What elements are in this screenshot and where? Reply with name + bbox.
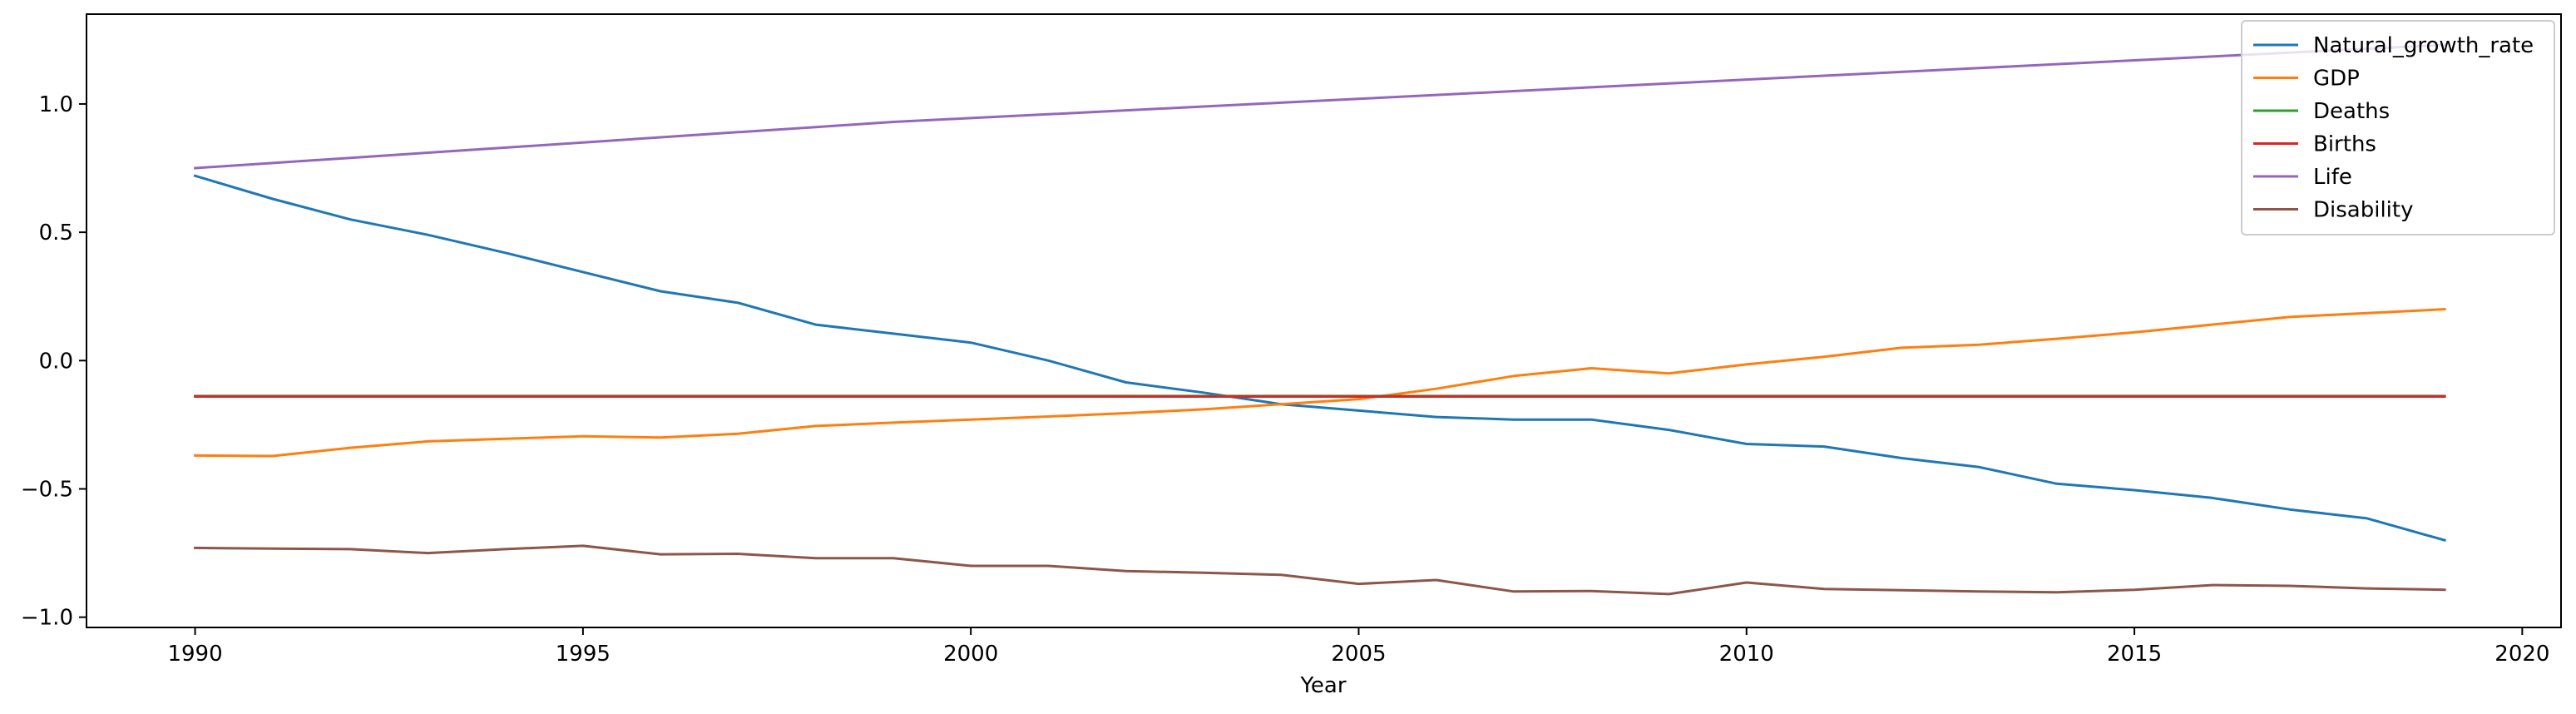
legend-label-disability: Disability bbox=[2313, 198, 2413, 223]
y-tick-label: −0.5 bbox=[21, 477, 73, 502]
y-tick-label: 1.0 bbox=[39, 92, 73, 117]
legend-box bbox=[2241, 20, 2555, 236]
x-tick-label: 2005 bbox=[1331, 642, 1386, 667]
series-line-life bbox=[194, 43, 2446, 170]
x-tick-label: 2010 bbox=[1719, 642, 1774, 667]
series-line-disability bbox=[194, 544, 2446, 596]
y-tick-label: 0.0 bbox=[39, 349, 73, 374]
plot-frame bbox=[86, 13, 2562, 628]
series-layer bbox=[193, 43, 2446, 596]
x-tick-label: 2015 bbox=[2107, 642, 2162, 667]
series-line-natural-growth-rate bbox=[193, 174, 2446, 543]
x-axis-title: Year bbox=[1299, 673, 1346, 698]
legend-label-births: Births bbox=[2313, 132, 2376, 157]
y-tick-label: 0.5 bbox=[39, 221, 73, 245]
legend: Natural_growth_rate GDP Deaths Births Life Di… bbox=[2241, 20, 2555, 236]
y-tick-label: −1.0 bbox=[21, 606, 73, 631]
series-line-gdp bbox=[194, 308, 2446, 458]
legend-label-deaths: Deaths bbox=[2313, 99, 2390, 124]
x-tick-label: 2020 bbox=[2494, 642, 2549, 667]
x-tick-label: 1995 bbox=[556, 642, 611, 667]
x-axis: 1990 1995 2000 2005 2010 2015 2020 bbox=[167, 627, 2549, 667]
legend-label-natural-growth-rate: Natural_growth_rate bbox=[2313, 33, 2534, 58]
x-tick-label: 2000 bbox=[943, 642, 998, 667]
y-axis: 1.0 0.5 0.0 −0.5 −1.0 bbox=[21, 92, 87, 631]
plot-area bbox=[87, 14, 2561, 627]
legend-label-gdp: GDP bbox=[2313, 67, 2360, 92]
legend-label-life: Life bbox=[2313, 165, 2352, 190]
x-tick-label: 1990 bbox=[167, 642, 222, 667]
